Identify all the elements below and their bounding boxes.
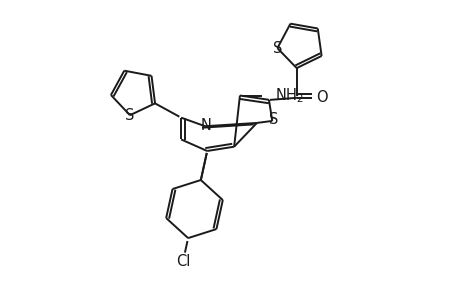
Text: N: N <box>200 118 211 133</box>
Text: S: S <box>125 108 134 123</box>
Text: Cl: Cl <box>175 254 190 269</box>
Text: NH$_2$: NH$_2$ <box>274 86 303 105</box>
Text: O: O <box>315 90 326 105</box>
Text: S: S <box>272 40 281 56</box>
Text: S: S <box>268 112 277 128</box>
